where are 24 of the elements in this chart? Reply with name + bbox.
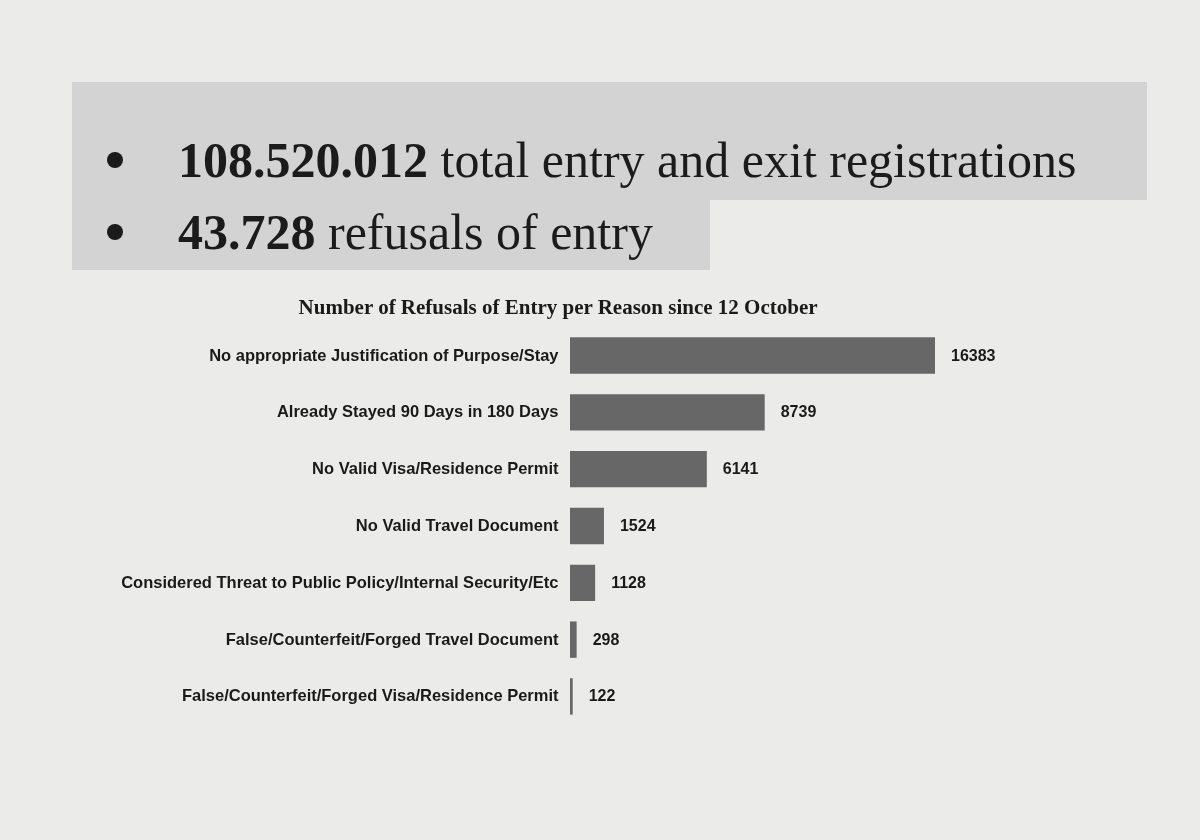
data-label: 1128 bbox=[611, 573, 646, 591]
data-label: 6141 bbox=[722, 460, 759, 478]
text: 43.728 refusals of entry bbox=[177, 203, 654, 262]
y-tick-label: No Valid Travel Document bbox=[355, 516, 560, 534]
chart-title: Number of Refusals of Entry per Reason since 12 October bbox=[298, 295, 818, 319]
data-label: 16383 bbox=[951, 346, 996, 364]
y-tick-label: Considered Threat to Public Policy/Internal Security/Etc bbox=[121, 572, 559, 591]
y-tick-label: False/Counterfeit/Forged Travel Document bbox=[225, 629, 559, 648]
bar bbox=[570, 564, 596, 601]
bar bbox=[570, 678, 573, 715]
y-tick-label: No Valid Visa/Residence Permit bbox=[312, 459, 559, 478]
data-label: 122 bbox=[588, 687, 616, 705]
bar bbox=[570, 337, 935, 374]
bar bbox=[570, 451, 707, 488]
y-tick-label: False/Counterfeit/Forged Visa/Residence Permit bbox=[181, 686, 559, 705]
bar bbox=[570, 621, 577, 658]
y-tick-label: Already Stayed 90 Days in 180 Days bbox=[276, 402, 559, 421]
data-label: 8739 bbox=[780, 403, 817, 421]
data-label: 1524 bbox=[619, 517, 656, 534]
bar bbox=[570, 394, 765, 431]
text: 108.520.012 total entry and exit registrations bbox=[177, 131, 1078, 190]
bar bbox=[570, 507, 604, 545]
data-label: 298 bbox=[592, 630, 620, 648]
y-tick-label: No appropriate Justification of Purpose/Stay bbox=[209, 345, 560, 364]
